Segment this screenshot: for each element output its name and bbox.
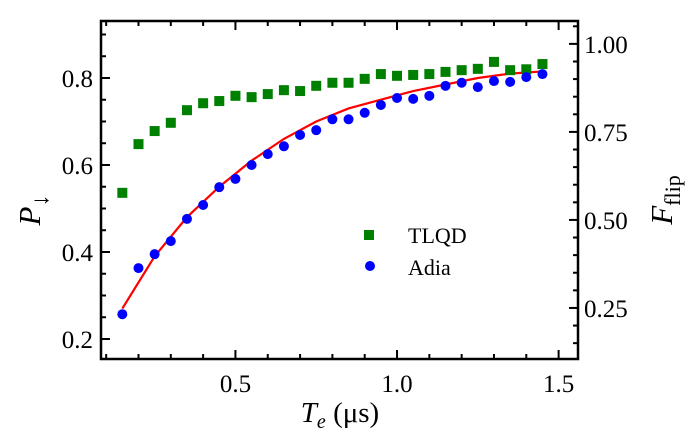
- legend-label-adia: Adia: [408, 255, 451, 280]
- x-tick-label: 1.5: [543, 371, 574, 398]
- adia-point: [295, 129, 306, 140]
- adia-point: [375, 99, 386, 110]
- adia-point: [472, 82, 483, 93]
- adia-point: [488, 76, 499, 87]
- x-axis-label: Te (μs): [301, 397, 379, 433]
- tlqd-point: [392, 70, 403, 81]
- tlqd-point: [343, 77, 354, 88]
- y-axis-label: P↓: [12, 195, 54, 227]
- adia-point: [181, 213, 192, 224]
- legend-marker-adia: [365, 261, 375, 271]
- tlqd-point: [262, 89, 273, 100]
- adia-point: [327, 114, 338, 125]
- tlqd-point: [359, 73, 370, 84]
- tlqd-point: [488, 56, 499, 67]
- y-tick-label: 0.6: [62, 153, 93, 180]
- tlqd-point: [375, 69, 386, 80]
- tlqd-point: [327, 77, 338, 88]
- adia-point: [198, 200, 209, 211]
- legend-marker-tlqd: [364, 230, 374, 240]
- adia-point: [165, 236, 176, 247]
- tlqd-point: [181, 105, 192, 116]
- tlqd-point: [149, 126, 160, 137]
- adia-point: [246, 159, 257, 170]
- adia-point: [440, 80, 451, 91]
- tlqd-point: [472, 63, 483, 74]
- y2-tick-label: 0.50: [584, 208, 628, 235]
- plot-area: [117, 56, 548, 320]
- x-tick-label: 1.0: [381, 371, 412, 398]
- adia-point: [424, 90, 435, 101]
- adia-point: [230, 173, 241, 184]
- adia-point: [505, 76, 516, 87]
- adia-point: [456, 77, 467, 88]
- legend: TLQD Adia: [364, 223, 467, 280]
- tlqd-point: [295, 86, 306, 97]
- tlqd-point: [521, 64, 532, 75]
- tlqd-point: [505, 65, 516, 76]
- tlqd-point: [424, 69, 435, 80]
- adia-point: [343, 114, 354, 125]
- adia-point: [262, 149, 273, 160]
- tlqd-point: [278, 85, 289, 96]
- adia-point: [278, 141, 289, 152]
- y2-axis-label: Fflip: [644, 175, 685, 226]
- tlqd-point: [230, 90, 241, 101]
- y-tick-label: 0.8: [62, 66, 93, 93]
- adia-point: [117, 309, 128, 320]
- tlqd-point: [537, 59, 548, 70]
- adia-point: [149, 249, 160, 260]
- adia-point: [392, 92, 403, 103]
- adia-point: [359, 107, 370, 118]
- tlqd-point: [440, 66, 451, 77]
- y2-tick-label: 0.25: [584, 296, 628, 323]
- tlqd-point: [117, 187, 128, 198]
- y2-tick-label: 0.75: [584, 120, 628, 147]
- y-tick-label: 0.4: [62, 240, 94, 267]
- y-tick-label: 0.2: [62, 327, 93, 354]
- adia-point: [408, 93, 419, 104]
- tlqd-point: [133, 139, 144, 150]
- axis-ticks: 0.5 1.0 1.5 0.2 0.4 0.6 0.8 0.25 0.50 0.75 1.00: [62, 21, 628, 398]
- tlqd-point: [246, 92, 257, 103]
- tlqd-point: [198, 98, 209, 109]
- legend-label-tlqd: TLQD: [408, 223, 467, 248]
- tlqd-point: [311, 80, 322, 91]
- adia-point: [133, 263, 144, 274]
- tlqd-point: [408, 69, 419, 80]
- y2-tick-label: 1.00: [584, 32, 628, 59]
- tlqd-point: [165, 117, 176, 128]
- adia-point: [521, 72, 532, 83]
- adia-point: [311, 125, 322, 136]
- tlqd-point: [456, 65, 467, 76]
- tlqd-point: [214, 96, 225, 107]
- plot-frame: [99, 19, 580, 361]
- adia-point: [537, 69, 548, 80]
- adia-point: [214, 182, 225, 193]
- x-tick-label: 0.5: [220, 371, 251, 398]
